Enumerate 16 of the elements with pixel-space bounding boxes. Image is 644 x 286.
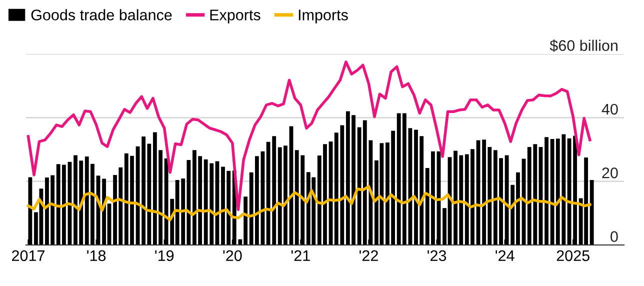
y-tick-label: $60 billion xyxy=(550,40,618,52)
y-tick-label: 40 xyxy=(602,104,618,115)
x-tick-label: '19 xyxy=(155,250,174,262)
x-tick-label: '20 xyxy=(223,250,242,262)
legend-label: Goods trade balance xyxy=(31,9,172,20)
x-tick-label: 2025 xyxy=(556,250,590,262)
x-tick-label: '21 xyxy=(291,250,310,261)
legend-label: Imports xyxy=(298,10,348,24)
x-tick-label: '23 xyxy=(428,250,446,262)
y-tick-label: 0 xyxy=(610,231,618,242)
y-tick-label: 20 xyxy=(602,167,618,178)
x-tick-label: 2017 xyxy=(12,250,44,262)
x-tick-label: '18 xyxy=(87,250,106,262)
legend-label: Exports xyxy=(210,10,260,24)
x-tick-label: '22 xyxy=(360,250,378,261)
x-tick-label: '24 xyxy=(496,250,514,261)
